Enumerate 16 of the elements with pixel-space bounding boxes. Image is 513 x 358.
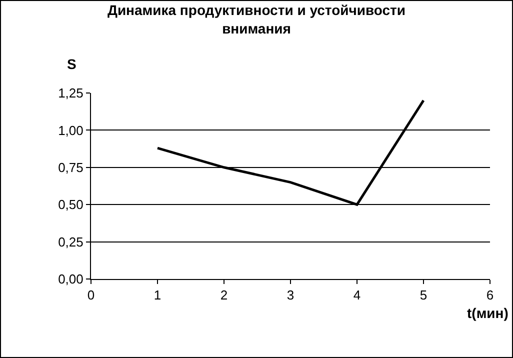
x-tick-label: 4 — [353, 288, 361, 303]
y-tick-label: 1,00 — [58, 122, 84, 138]
y-tick-label: 0,75 — [58, 160, 84, 175]
x-tick-label: 6 — [486, 288, 494, 303]
x-tick-label: 0 — [87, 288, 95, 303]
x-tick-label: 5 — [420, 288, 428, 303]
y-tick-label: 1,25 — [58, 86, 84, 101]
x-tick-label: 3 — [286, 288, 294, 303]
y-tick-label: 0,25 — [58, 234, 84, 250]
chart-title: Динамика продуктивности и устойчивости внимания — [107, 2, 406, 36]
y-axis-title: S — [67, 56, 76, 72]
y-tick-label: 0,00 — [58, 272, 84, 287]
y-tick-label: 0,50 — [58, 197, 84, 212]
x-tick-label: 1 — [154, 288, 162, 303]
x-axis-title: t(мин) — [467, 305, 508, 321]
x-tick-label: 2 — [220, 288, 228, 303]
